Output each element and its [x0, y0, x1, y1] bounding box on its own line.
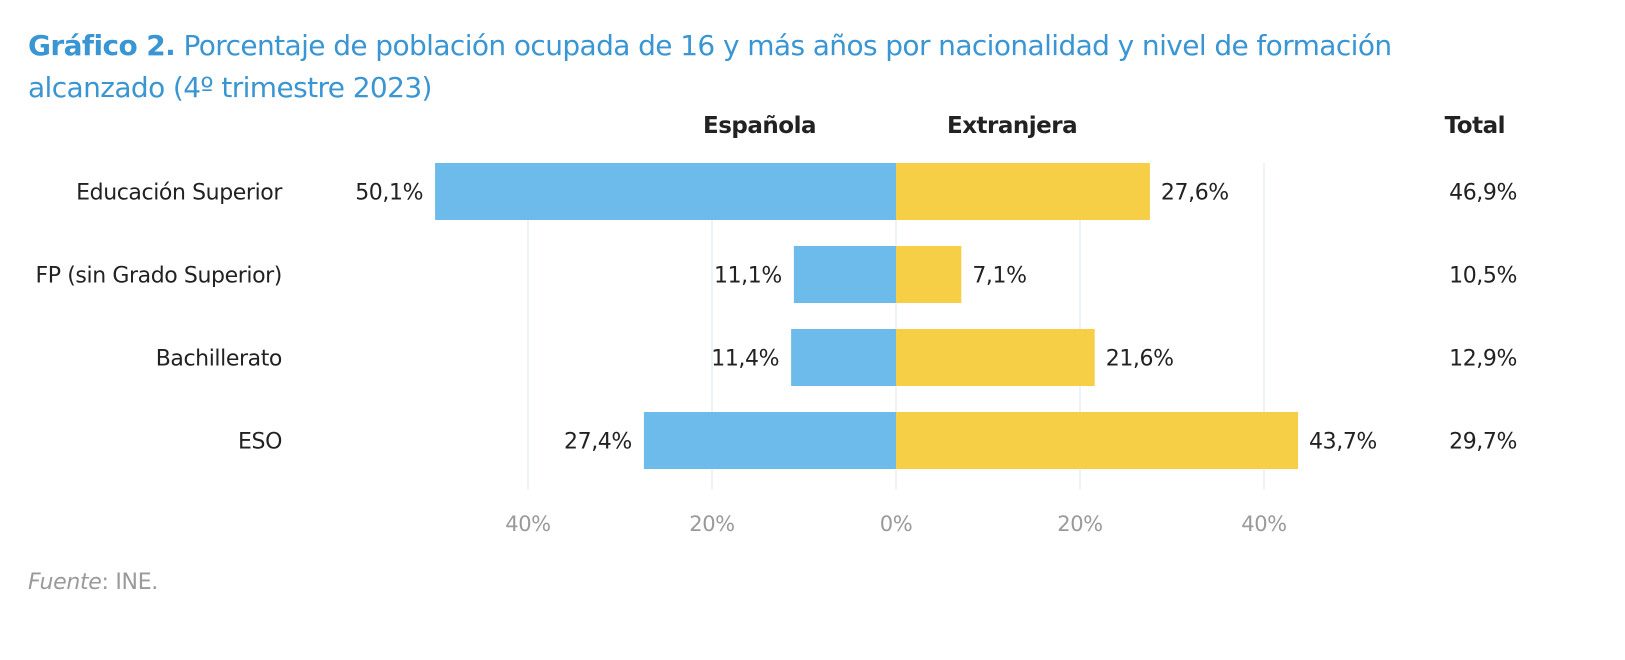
bar-espanola	[791, 329, 896, 386]
category-label: FP (sin Grado Superior)	[36, 264, 282, 289]
bar-espanola	[643, 412, 896, 469]
source-note: Fuente: INE.	[28, 570, 158, 595]
source-text: : INE.	[101, 570, 159, 595]
total-header: Total	[1445, 113, 1505, 139]
bar-extranjera	[896, 329, 1095, 386]
data-label-espanola: 11,4%	[711, 347, 779, 372]
chart-title-prefix: Gráfico 2.	[28, 29, 176, 62]
category-label: Educación Superior	[76, 181, 283, 206]
x-tick-label: 40%	[505, 512, 550, 536]
series-header-extranjera: Extranjera	[947, 113, 1077, 139]
data-label-extranjera: 7,1%	[972, 264, 1026, 289]
chart-title: Gráfico 2. Porcentaje de población ocupa…	[28, 25, 1528, 109]
bar-extranjera	[896, 246, 962, 303]
data-label-espanola: 50,1%	[355, 181, 423, 206]
bar-espanola	[435, 163, 896, 220]
x-tick-label: 40%	[1241, 512, 1286, 536]
data-label-extranjera: 21,6%	[1106, 347, 1174, 372]
series-header-espanola: Española	[703, 113, 816, 139]
total-value: 10,5%	[1449, 264, 1517, 289]
category-label: ESO	[238, 430, 282, 455]
x-tick-label: 20%	[689, 512, 734, 536]
labels: Española Extranjera Total 40% 20% 0% 20% 40%…	[36, 113, 1518, 536]
total-value: 29,7%	[1449, 430, 1517, 455]
data-label-extranjera: 43,7%	[1309, 430, 1377, 455]
x-tick-label: 0%	[880, 512, 913, 536]
bar-extranjera	[896, 412, 1299, 469]
data-label-espanola: 11,1%	[714, 264, 782, 289]
source-label: Fuente	[28, 570, 102, 595]
bar-extranjera	[896, 163, 1150, 220]
total-value: 46,9%	[1449, 181, 1517, 206]
data-label-espanola: 27,4%	[564, 430, 632, 455]
bars	[435, 163, 1299, 469]
category-label: Bachillerato	[156, 347, 282, 372]
x-tick-label: 20%	[1057, 512, 1102, 536]
data-label-extranjera: 27,6%	[1161, 181, 1229, 206]
total-value: 12,9%	[1449, 347, 1517, 372]
bar-espanola	[793, 246, 896, 303]
chart-title-text: Porcentaje de población ocupada de 16 y …	[28, 29, 1392, 104]
